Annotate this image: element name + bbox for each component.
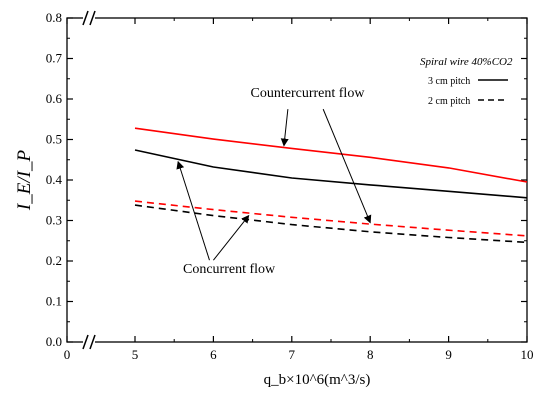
- series-line-concur-2cm: [134, 204, 528, 244]
- series-line-counter-3cm: [134, 127, 528, 183]
- top-axis-break-slash-2: [89, 10, 96, 26]
- y-tick-label: 0.6: [46, 91, 63, 106]
- x-axis-ticks: 0 5 6 7 8 9 10: [64, 18, 534, 362]
- bottom-axis-break-slash-2: [89, 334, 96, 350]
- y-tick-label: 0.4: [46, 172, 63, 187]
- x-tick-label: 0: [64, 347, 71, 362]
- x-tick-label: 7: [289, 347, 296, 362]
- x-axis-label: q_b×10^6(m^3/s): [264, 372, 371, 388]
- series-layer: [134, 127, 528, 244]
- x-tick-label: 6: [210, 347, 217, 362]
- annotation-layer: Countercurrent flow Concurrent flow: [176, 86, 372, 277]
- y-tick-label: 0.8: [46, 10, 62, 25]
- x-tick-label: 8: [367, 347, 374, 362]
- y-tick-label: 0.5: [46, 132, 62, 147]
- x-tick-label: 10: [521, 347, 534, 362]
- annotation-text-0: Countercurrent flow: [251, 86, 366, 101]
- annotation-text-1: Concurrent flow: [183, 262, 276, 277]
- legend-item-2cm-label: 2 cm pitch: [428, 96, 470, 107]
- x-tick-label: 5: [132, 347, 139, 362]
- y-axis-label: I_E/I_P: [14, 150, 35, 212]
- annotation-arrow-0-1: [322, 108, 372, 224]
- legend: Spiral wire 40%CO2 3 cm pitch 2 cm pitch: [420, 56, 513, 107]
- series-line-counter-2cm: [134, 200, 528, 237]
- series-line-concur-3cm: [134, 149, 528, 199]
- y-tick-label: 0.0: [46, 334, 62, 349]
- y-tick-label: 0.2: [46, 253, 62, 268]
- y-tick-label: 0.3: [46, 213, 62, 228]
- annotation-arrow-1-1: [213, 214, 250, 261]
- y-axis-ticks: 0.0 0.1 0.2 0.3 0.4 0.5 0.6 0.7 0.8: [46, 10, 527, 349]
- axis-break-marks: [82, 10, 96, 350]
- x-tick-label: 9: [445, 347, 452, 362]
- annotation-arrow-0-0: [280, 109, 289, 147]
- annotation-arrow-1-0: [176, 160, 210, 261]
- top-axis-break-slash-1: [82, 10, 89, 26]
- y-tick-label: 0.7: [46, 51, 63, 66]
- bottom-axis-break-slash-1: [82, 334, 89, 350]
- legend-title: Spiral wire 40%CO2: [420, 56, 513, 68]
- y-tick-label: 0.1: [46, 294, 62, 309]
- legend-item-3cm-label: 3 cm pitch: [428, 76, 470, 87]
